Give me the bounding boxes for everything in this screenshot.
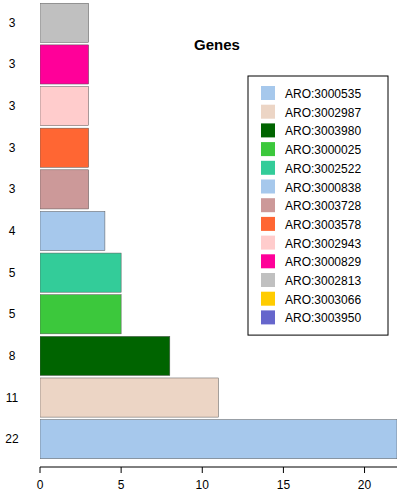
- title: Genes: [194, 36, 240, 53]
- legend-swatch: [261, 86, 275, 100]
- legend-label: ARO:3002943: [285, 237, 361, 251]
- legend-box: [248, 76, 388, 335]
- x-tick: [202, 467, 203, 473]
- legend-swatch: [261, 161, 275, 175]
- legend-label: ARO:3003728: [285, 199, 361, 213]
- legend-label: ARO:3002987: [285, 106, 361, 120]
- legend-swatch: [261, 142, 275, 156]
- x-tick: [364, 467, 365, 473]
- x-axis: [40, 467, 397, 468]
- legend-swatch: [261, 273, 275, 287]
- bar: [40, 170, 89, 209]
- x-tick-label: 20: [358, 478, 372, 492]
- x-tick: [121, 467, 122, 473]
- x-tick-label: 15: [277, 478, 291, 492]
- bar: [40, 420, 397, 459]
- category-label: 3: [9, 182, 16, 196]
- bar: [40, 87, 89, 126]
- legend-label: ARO:3000838: [285, 181, 361, 195]
- legend-label: ARO:3000535: [285, 87, 361, 101]
- category-label: 5: [9, 266, 16, 280]
- bar: [40, 253, 121, 292]
- legend-label: ARO:3000025: [285, 143, 361, 157]
- bar: [40, 3, 89, 42]
- category-label: 3: [9, 16, 16, 30]
- legend-swatch: [261, 198, 275, 212]
- legend-swatch: [261, 310, 275, 324]
- x-tick: [40, 467, 41, 473]
- bar: [40, 295, 121, 334]
- bars: [40, 3, 397, 459]
- category-label: 4: [9, 224, 16, 238]
- category-label: 5: [9, 307, 16, 321]
- legend-swatch: [261, 217, 275, 231]
- legend-label: ARO:3003578: [285, 218, 361, 232]
- legend-swatch: [261, 254, 275, 268]
- category-label: 3: [9, 99, 16, 113]
- legend-swatch: [261, 105, 275, 119]
- legend: ARO:3000535 ARO:3002987 ARO:3003980 ARO:300…: [248, 76, 388, 335]
- legend-label: ARO:3002522: [285, 162, 361, 176]
- legend-label: ARO:3003980: [285, 124, 361, 138]
- category-label: 22: [5, 432, 19, 446]
- bar: [40, 211, 105, 250]
- chart: 221185543333305101520GenesARO:3000535ARO…: [0, 0, 400, 500]
- legend-swatch: [261, 236, 275, 250]
- x-tick: [283, 467, 284, 473]
- legend-label: ARO:3002813: [285, 274, 361, 288]
- legend-label: ARO:3003950: [285, 311, 361, 325]
- legend-swatch: [261, 292, 275, 306]
- legend-swatch: [261, 123, 275, 137]
- x-tick-label: 10: [196, 478, 210, 492]
- category-label: 3: [9, 57, 16, 71]
- x-tick-label: 5: [118, 478, 125, 492]
- legend-label: ARO:3000829: [285, 255, 361, 269]
- bar: [40, 336, 170, 375]
- bar: [40, 128, 89, 167]
- category-label: 3: [9, 141, 16, 155]
- bar: [40, 45, 89, 84]
- legend-label: ARO:3003066: [285, 293, 361, 307]
- category-label: 11: [6, 391, 19, 405]
- category-label: 8: [9, 349, 16, 363]
- legend-swatch: [261, 180, 275, 194]
- bar: [40, 378, 219, 417]
- x-tick-label: 0: [37, 478, 44, 492]
